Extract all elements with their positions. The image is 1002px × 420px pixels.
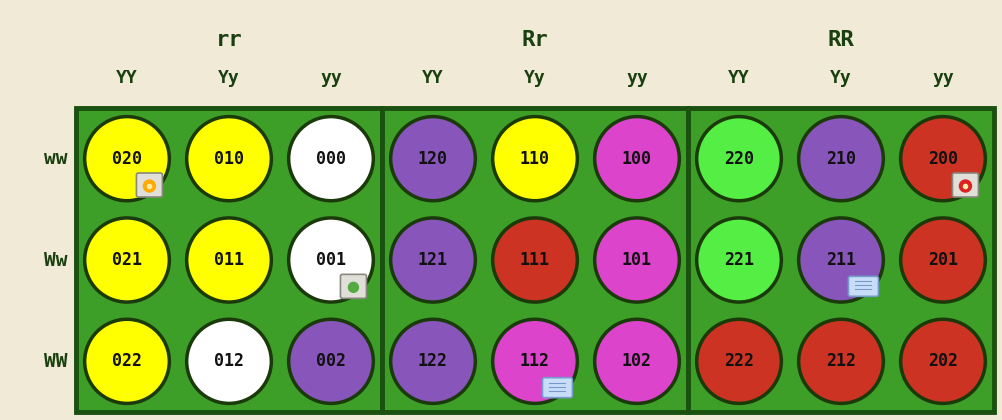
Text: yy: yy <box>626 69 648 87</box>
Text: 210: 210 <box>826 150 856 168</box>
Ellipse shape <box>901 117 985 201</box>
Text: 011: 011 <box>214 251 244 269</box>
Text: 122: 122 <box>418 352 448 370</box>
Ellipse shape <box>696 117 782 201</box>
Text: Rr: Rr <box>522 30 548 50</box>
Text: Yy: Yy <box>524 69 546 87</box>
Bar <box>382 108 688 412</box>
Text: Yy: Yy <box>830 69 852 87</box>
Text: 100: 100 <box>622 150 652 168</box>
Text: 202: 202 <box>928 352 958 370</box>
Text: 010: 010 <box>214 150 244 168</box>
Ellipse shape <box>493 319 577 403</box>
Text: Yy: Yy <box>218 69 239 87</box>
Text: yy: yy <box>320 69 342 87</box>
Circle shape <box>143 180 155 192</box>
Ellipse shape <box>186 117 272 201</box>
Ellipse shape <box>594 319 679 403</box>
Ellipse shape <box>696 218 782 302</box>
Text: 022: 022 <box>112 352 142 370</box>
Ellipse shape <box>799 218 884 302</box>
Ellipse shape <box>493 218 577 302</box>
Ellipse shape <box>85 319 169 403</box>
Text: 101: 101 <box>622 251 652 269</box>
Ellipse shape <box>594 218 679 302</box>
FancyBboxPatch shape <box>341 274 367 298</box>
Text: RR: RR <box>828 30 855 50</box>
FancyBboxPatch shape <box>542 378 572 398</box>
Text: 212: 212 <box>826 352 856 370</box>
Ellipse shape <box>391 218 475 302</box>
Text: YY: YY <box>116 69 138 87</box>
Bar <box>688 108 994 412</box>
Text: 000: 000 <box>316 150 346 168</box>
Text: YY: YY <box>422 69 444 87</box>
Ellipse shape <box>289 218 374 302</box>
Text: 200: 200 <box>928 150 958 168</box>
Text: 001: 001 <box>316 251 346 269</box>
Text: 102: 102 <box>622 352 652 370</box>
Ellipse shape <box>186 319 272 403</box>
Ellipse shape <box>289 319 374 403</box>
Text: 120: 120 <box>418 150 448 168</box>
Text: 002: 002 <box>316 352 346 370</box>
Text: 111: 111 <box>520 251 550 269</box>
Text: YY: YY <box>728 69 749 87</box>
Text: ww: ww <box>44 149 68 168</box>
Ellipse shape <box>901 319 985 403</box>
Ellipse shape <box>186 218 272 302</box>
Text: WW: WW <box>44 352 68 371</box>
Ellipse shape <box>391 319 475 403</box>
Text: 222: 222 <box>724 352 754 370</box>
Text: 021: 021 <box>112 251 142 269</box>
Text: 211: 211 <box>826 251 856 269</box>
FancyBboxPatch shape <box>953 173 978 197</box>
Circle shape <box>960 180 972 192</box>
Ellipse shape <box>289 117 374 201</box>
Text: 121: 121 <box>418 251 448 269</box>
Text: 112: 112 <box>520 352 550 370</box>
Ellipse shape <box>85 117 169 201</box>
Text: 110: 110 <box>520 150 550 168</box>
Text: yy: yy <box>932 69 954 87</box>
Ellipse shape <box>493 117 577 201</box>
Text: Ww: Ww <box>44 250 68 270</box>
Text: 012: 012 <box>214 352 244 370</box>
Text: 221: 221 <box>724 251 754 269</box>
Circle shape <box>349 282 359 292</box>
Text: 020: 020 <box>112 150 142 168</box>
Bar <box>76 108 382 412</box>
Ellipse shape <box>696 319 782 403</box>
Ellipse shape <box>901 218 985 302</box>
Ellipse shape <box>391 117 475 201</box>
Ellipse shape <box>594 117 679 201</box>
Ellipse shape <box>85 218 169 302</box>
Text: 220: 220 <box>724 150 754 168</box>
FancyBboxPatch shape <box>849 276 879 297</box>
Text: 201: 201 <box>928 251 958 269</box>
FancyBboxPatch shape <box>136 173 162 197</box>
Text: rr: rr <box>215 30 242 50</box>
Ellipse shape <box>799 319 884 403</box>
Ellipse shape <box>799 117 884 201</box>
